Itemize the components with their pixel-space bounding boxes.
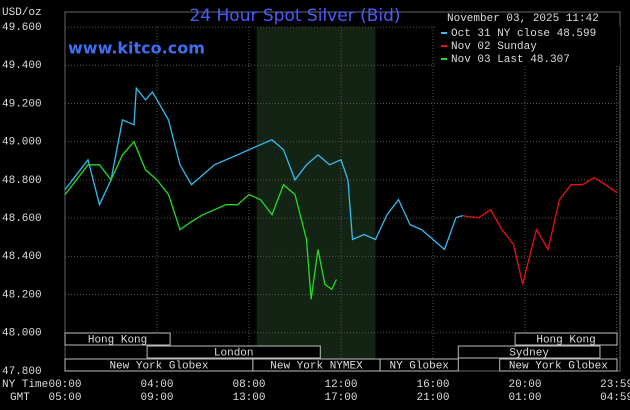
session-box	[146, 345, 321, 359]
y-tick-label: 49.600	[2, 22, 42, 34]
x-tick-label: 23:59	[600, 379, 630, 391]
watermark: www.kitco.com	[68, 39, 205, 58]
x-tick-label: 00:00	[48, 379, 81, 391]
timestamp: November 03, 2025 11:42	[447, 13, 599, 25]
y-tick-label: 49.200	[2, 98, 42, 110]
y-axis-label: USD/oz	[2, 7, 42, 19]
y-tick-label: 48.600	[2, 213, 42, 225]
session-box	[379, 358, 459, 372]
y-tick-label: 48.800	[2, 175, 42, 187]
session-label: Hong Kong	[536, 334, 595, 346]
session-box	[457, 345, 601, 359]
session-label: Hong Kong	[88, 334, 147, 346]
gmt-tick-label: 01:00	[508, 392, 541, 404]
y-tick-label: 48.000	[2, 328, 42, 340]
session-box	[514, 332, 618, 346]
gmt-tick-label: 13:00	[232, 392, 265, 404]
gmt-tick-label: 05:00	[48, 392, 81, 404]
session-label: London	[214, 347, 254, 359]
x-tick-label: 20:00	[508, 379, 541, 391]
gmt-tick-label: 17:00	[324, 392, 357, 404]
series-line	[462, 176, 618, 285]
gmt-tick-label: 09:00	[140, 392, 173, 404]
x-tick-label: 04:00	[140, 379, 173, 391]
gmt-tick-label: 21:00	[416, 392, 449, 404]
session-label: NY Globex	[389, 360, 449, 372]
gmt-tick-label: 04:59	[600, 392, 630, 404]
x2-axis-label: GMT	[10, 392, 30, 404]
session-label: New York NYMEX	[270, 360, 363, 372]
plot-area	[64, 11, 621, 372]
x-axis-label: NY Time	[2, 379, 48, 391]
x-tick-label: 08:00	[232, 379, 265, 391]
x-tick-label: 12:00	[324, 379, 357, 391]
y-tick-label: 47.800	[2, 366, 42, 378]
legend-box	[437, 26, 620, 66]
session-label: Sydney	[509, 347, 549, 359]
series-line	[64, 140, 337, 300]
chart-title: 24 Hour Spot Silver (Bid)	[189, 6, 400, 26]
y-tick-label: 49.000	[2, 137, 42, 149]
x-tick-label: 16:00	[416, 379, 449, 391]
legend-entry: Oct 31 NY close 48.599	[451, 28, 596, 40]
session-box	[64, 332, 171, 346]
series-line	[64, 86, 464, 251]
y-tick-label: 48.400	[2, 251, 42, 263]
y-tick-label: 49.400	[2, 60, 42, 72]
session-box	[499, 358, 618, 372]
legend-entry: Nov 02 Sunday	[451, 41, 537, 53]
legend-entry: Nov 03 Last 48.307	[451, 54, 570, 66]
session-band	[256, 27, 376, 371]
session-label: New York Globex	[109, 360, 208, 372]
y-tick-label: 48.200	[2, 289, 42, 301]
session-label: New York Globex	[509, 360, 608, 372]
